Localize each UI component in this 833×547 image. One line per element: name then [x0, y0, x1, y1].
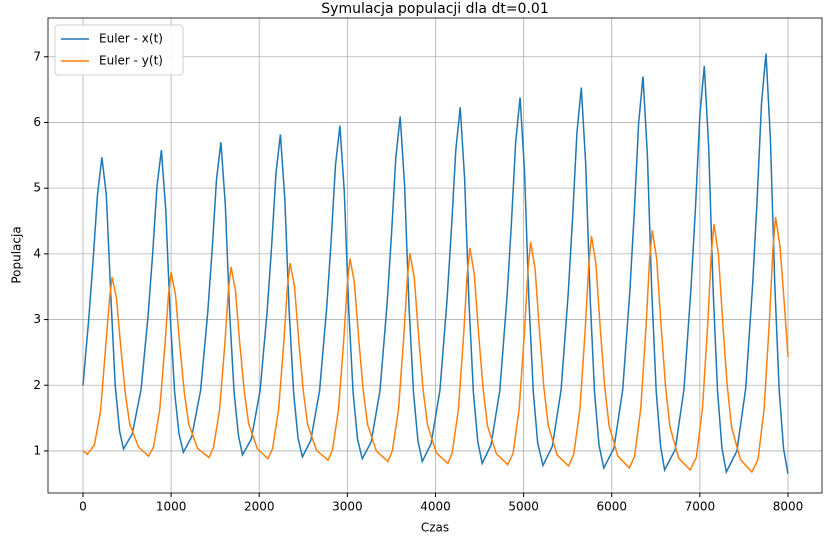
y-tick-label: 4 — [33, 246, 41, 260]
chart-title: Symulacja populacji dla dt=0.01 — [321, 1, 548, 17]
x-tick-label: 1000 — [156, 500, 187, 514]
y-tick-label: 1 — [33, 443, 41, 457]
x-axis-label: Czas — [421, 521, 449, 535]
y-tick-label: 3 — [33, 312, 41, 326]
y-axis-label: Populacja — [10, 226, 24, 283]
legend-label: Euler - x(t) — [99, 32, 163, 46]
legend-box — [54, 24, 184, 76]
plot-frame — [47, 17, 823, 494]
x-tick-label: 5000 — [508, 500, 539, 514]
x-tick-label: 0 — [79, 500, 87, 514]
series-line — [82, 53, 789, 475]
x-tick-label: 2000 — [244, 500, 275, 514]
y-tick-label: 2 — [33, 378, 41, 392]
series-line — [82, 216, 789, 474]
y-tick-label: 6 — [33, 115, 41, 129]
x-tick-label: 3000 — [332, 500, 363, 514]
x-tick-label: 8000 — [773, 500, 804, 514]
y-tick-label: 5 — [33, 181, 41, 195]
x-tick-label: 6000 — [596, 500, 627, 514]
x-tick-label: 4000 — [420, 500, 451, 514]
y-tick-label: 7 — [33, 49, 41, 63]
legend: Euler - x(t) Euler - y(t) — [54, 24, 184, 76]
x-tick-label: 7000 — [685, 500, 716, 514]
legend-label: Euler - y(t) — [99, 54, 163, 68]
